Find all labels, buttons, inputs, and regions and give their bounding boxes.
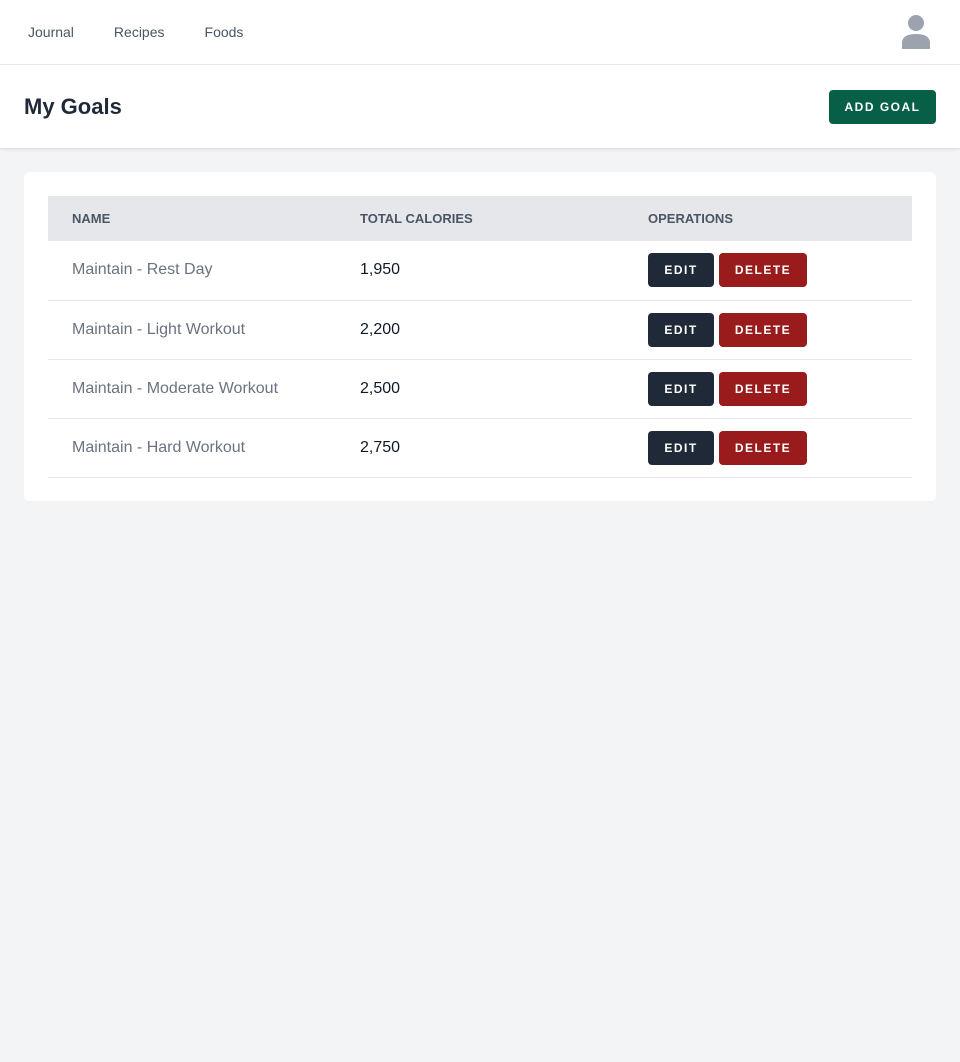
operations: EDIT DELETE bbox=[624, 300, 912, 360]
goal-calories: 2,500 bbox=[336, 359, 624, 419]
operations: EDIT DELETE bbox=[624, 359, 912, 419]
nav-journal[interactable]: Journal bbox=[28, 24, 74, 40]
col-operations: OPERATIONS bbox=[624, 196, 912, 241]
delete-button[interactable]: DELETE bbox=[719, 371, 807, 406]
page-header: My Goals ADD GOAL bbox=[0, 65, 960, 148]
page-title: My Goals bbox=[24, 93, 122, 119]
goal-name: Maintain - Light Workout bbox=[48, 300, 336, 360]
table-row: Maintain - Hard Workout 2,750 EDIT DELETE bbox=[48, 418, 912, 478]
col-calories: TOTAL CALORIES bbox=[336, 196, 624, 241]
table-row: Maintain - Light Workout 2,200 EDIT DELET… bbox=[48, 300, 912, 360]
add-goal-button[interactable]: ADD GOAL bbox=[829, 89, 936, 124]
delete-button[interactable]: DELETE bbox=[719, 253, 807, 288]
operations: EDIT DELETE bbox=[624, 418, 912, 478]
nav-recipes[interactable]: Recipes bbox=[113, 24, 165, 40]
user-icon[interactable] bbox=[902, 15, 930, 49]
table-row: Maintain - Moderate Workout 2,500 EDIT DE… bbox=[48, 359, 912, 419]
edit-button[interactable]: EDIT bbox=[648, 312, 714, 347]
edit-button[interactable]: EDIT bbox=[648, 371, 714, 406]
edit-button[interactable]: EDIT bbox=[648, 430, 714, 465]
goals-table: NAME TOTAL CALORIES OPERATIONS Maintain … bbox=[48, 196, 912, 478]
goal-name: Maintain - Rest Day bbox=[48, 241, 336, 301]
table-row: Maintain - Rest Day 1,950 EDIT DELETE bbox=[48, 241, 912, 301]
goals-card: NAME TOTAL CALORIES OPERATIONS Maintain … bbox=[24, 172, 936, 501]
delete-button[interactable]: DELETE bbox=[719, 312, 807, 347]
goal-name: Maintain - Moderate Workout bbox=[48, 359, 336, 419]
top-nav: Journal Recipes Foods bbox=[0, 0, 960, 65]
operations: EDIT DELETE bbox=[624, 241, 912, 301]
edit-button[interactable]: EDIT bbox=[648, 253, 714, 288]
col-name: NAME bbox=[48, 196, 336, 241]
goal-name: Maintain - Hard Workout bbox=[48, 418, 336, 478]
delete-button[interactable]: DELETE bbox=[719, 430, 807, 465]
goal-calories: 1,950 bbox=[336, 241, 624, 301]
nav-foods[interactable]: Foods bbox=[204, 24, 244, 40]
goal-calories: 2,750 bbox=[336, 418, 624, 478]
goal-calories: 2,200 bbox=[336, 300, 624, 360]
